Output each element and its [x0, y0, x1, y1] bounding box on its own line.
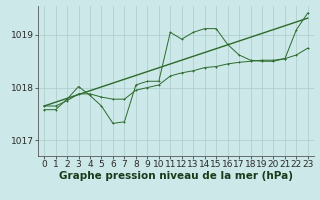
X-axis label: Graphe pression niveau de la mer (hPa): Graphe pression niveau de la mer (hPa) [59, 171, 293, 181]
